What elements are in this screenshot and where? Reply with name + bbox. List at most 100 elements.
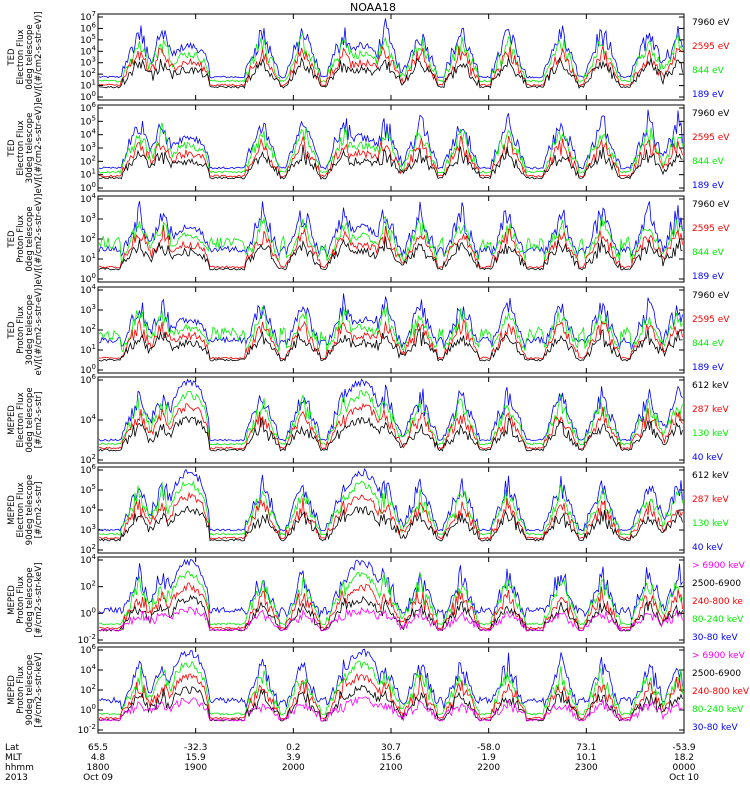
y-axis-label: eV/[(#/cm2-s-str-eV)]	[34, 285, 44, 376]
y-tick-label: 105	[80, 114, 96, 127]
series-trace-blue	[98, 201, 683, 259]
x-tick-mlt: 15.9	[186, 753, 206, 763]
legend-entry: 240-800 ke	[692, 597, 743, 607]
legend-entry: > 6900 keV	[692, 651, 746, 661]
legend-entry: 40 keV	[692, 543, 724, 553]
series-trace-green	[98, 122, 683, 174]
x-tick-mlt: 4.8	[91, 753, 106, 763]
y-tick-label: 100	[80, 272, 96, 285]
panel-3: 104 103 102 101 100 TED Proton Flux 0deg telesc…	[7, 192, 730, 285]
legend-entry: 2500-6900	[692, 669, 741, 679]
x-tick-hhmm: 0000	[673, 763, 696, 773]
x-tick-date: Oct 09	[83, 773, 113, 783]
y-axis-label: Electron Flux	[16, 120, 26, 175]
y-tick-label: 104	[80, 553, 96, 566]
y-axis-label: Proton Flux	[16, 666, 26, 714]
series-trace-magenta	[98, 696, 683, 722]
series-trace-green	[98, 480, 683, 536]
legend-entry: 2500-6900	[692, 579, 741, 589]
series-trace-blue	[98, 558, 683, 621]
series-trace-blue	[98, 648, 683, 710]
legend-entry: 2595 eV	[692, 133, 730, 143]
y-axis-label: eV/[(#/cm2-s-str-eV)]	[34, 12, 44, 103]
x-tick-lat: -53.9	[672, 743, 696, 753]
series-trace-green	[98, 660, 683, 716]
series-trace-green	[98, 306, 683, 354]
series-trace-green	[98, 32, 683, 83]
x-tick-lat: 30.7	[381, 743, 401, 753]
y-tick-label: 106	[80, 643, 96, 656]
y-tick-label: 104	[80, 503, 96, 516]
y-axis-label: 30deg telescope	[25, 295, 35, 366]
series-trace-red	[98, 402, 683, 450]
panel-frame	[97, 195, 685, 283]
y-tick-label: 103	[80, 523, 96, 536]
y-tick-label: 100	[80, 90, 96, 103]
y-axis-label: 0deg telescope	[25, 206, 35, 271]
x-tick-mlt: 10.1	[576, 753, 596, 763]
series-trace-green	[98, 214, 683, 264]
legend-entry: 7960 eV	[692, 18, 730, 28]
chart-title: NOAA18	[350, 1, 396, 14]
y-tick-label: 101	[80, 168, 96, 181]
y-tick-label: 102	[80, 683, 96, 696]
x-row-label: Lat	[5, 743, 20, 753]
series-trace-black	[98, 505, 683, 542]
y-axis-label: Proton Flux	[16, 306, 26, 354]
y-axis-label: 0deg telescope	[25, 387, 35, 452]
y-axis-label: eV/[(#/cm2-s-str-eV)]	[34, 194, 44, 285]
series-trace-magenta	[98, 606, 683, 632]
y-tick-label: 100	[80, 703, 96, 716]
y-tick-label: 102	[80, 154, 96, 167]
legend-entry: 40 keV	[692, 453, 724, 463]
y-axis-label: Proton Flux	[16, 576, 26, 624]
y-axis-label: Electron Flux	[16, 29, 26, 84]
legend-entry: 80-240 keV	[692, 705, 744, 715]
series-trace-blue	[98, 109, 683, 170]
legend-entry: 844 eV	[692, 248, 725, 258]
x-tick-hhmm: 1900	[184, 763, 207, 773]
y-tick-label: 104	[80, 413, 96, 426]
y-tick-label: 104	[80, 128, 96, 141]
series-trace-red	[98, 224, 683, 269]
x-tick-lat: -32.3	[184, 743, 207, 753]
legend-entry: 30-80 keV	[692, 633, 738, 643]
legend-entry: 844 eV	[692, 66, 725, 76]
panel-4: 104 103 102 101 100 TED Proton Flux 30deg teles…	[7, 283, 730, 376]
legend-entry: 612 keV	[692, 471, 729, 481]
legend-entry: 80-240 keV	[692, 615, 744, 625]
x-tick-hhmm: 2300	[575, 763, 598, 773]
x-tick-lat: 65.5	[88, 743, 108, 753]
y-axis-label: TED	[7, 321, 17, 340]
y-tick-label: 105	[80, 33, 96, 46]
y-axis-label: 90deg telescope	[25, 475, 35, 546]
y-axis-label: MEPED	[7, 585, 17, 615]
x-tick-date: Oct 10	[669, 773, 699, 783]
series-trace-black	[98, 236, 683, 271]
panel-6: 106 105 104 103 102 MEPED Electron Flux 90deg t…	[7, 463, 729, 556]
series-trace-red	[98, 672, 683, 720]
series-trace-green	[98, 390, 683, 446]
legend-entry: 2595 eV	[692, 224, 730, 234]
x-tick-mlt: 3.9	[286, 753, 301, 763]
panel-frame	[97, 466, 685, 554]
y-tick-label: 10-2	[78, 633, 96, 646]
series-trace-red	[98, 135, 683, 178]
y-tick-label: 107	[80, 10, 96, 23]
y-axis-label: TED	[7, 230, 17, 249]
y-axis-label: Electron Flux	[16, 392, 26, 447]
y-tick-label: 101	[80, 252, 96, 265]
y-axis-label: 30deg telescope	[25, 113, 35, 184]
y-axis-label: MEPED	[7, 405, 17, 435]
x-tick-mlt: 15.6	[381, 753, 401, 763]
y-axis-label: 90deg telescope	[25, 655, 35, 726]
x-tick-lat: 73.1	[576, 743, 596, 753]
y-tick-label: 102	[80, 580, 96, 593]
y-tick-label: 104	[80, 283, 96, 296]
x-tick-mlt: 18.2	[674, 753, 694, 763]
series-trace-black	[98, 594, 683, 632]
series-trace-red	[98, 45, 683, 87]
